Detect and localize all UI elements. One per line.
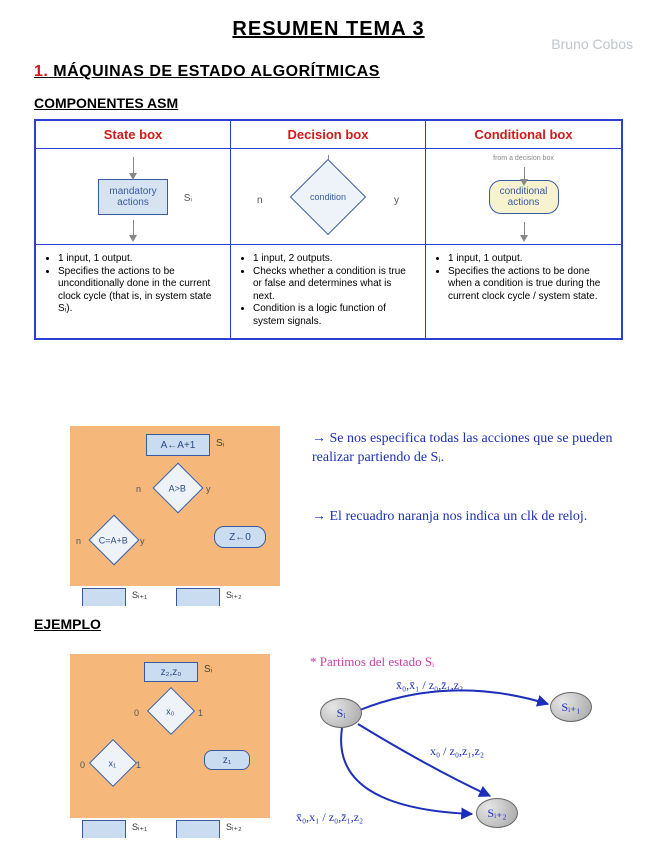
conditional-desc: 1 input, 1 output. Specifies the actions…	[426, 245, 621, 338]
decision-box-diagram: condition n y	[231, 149, 426, 245]
edge-label-1: x̄₀,x̄₁ / z₀,z̄₁,z₂	[396, 678, 463, 693]
ex-x1: x₁	[89, 739, 137, 787]
components-subheader: COMPONENTES ASM	[34, 95, 657, 111]
asm-d2-y: y	[140, 536, 145, 546]
note-1: → Se nos especifica todas las acciones q…	[312, 430, 622, 468]
state-box-s-label: Sᵢ	[184, 193, 192, 204]
ex-target-2-lbl: Sᵢ₊₂	[226, 822, 242, 833]
asm-d1: A>B	[153, 463, 204, 514]
asm-components-table: State box Decision box Conditional box m…	[34, 119, 623, 340]
ejemplo-header: EJEMPLO	[34, 616, 101, 632]
ex-top-s: Sᵢ	[204, 664, 212, 675]
node-si1: Sᵢ₊₁	[550, 692, 592, 722]
asm-top-box: A←A+1	[146, 434, 210, 456]
node-si: Sᵢ	[320, 698, 362, 728]
ex-top: z₂,z₀	[144, 662, 198, 682]
conditional-box-diagram: from a decision box conditional actions	[426, 149, 621, 245]
conditional-note: from a decision box	[493, 155, 554, 162]
decision-desc: 1 input, 2 outputs. Checks whether a con…	[231, 245, 426, 338]
section-title: MÁQUINAS DE ESTADO ALGORÍTMICAS	[53, 63, 380, 80]
ex-x1-0: 0	[80, 760, 85, 770]
table-header-decision: Decision box	[231, 121, 426, 149]
asm-target-2	[176, 588, 220, 606]
table-header-state: State box	[36, 121, 231, 149]
ex-x0-1: 1	[198, 708, 203, 718]
state-graph: Sᵢ Sᵢ₊₁ Sᵢ₊₂ x̄₀,x̄₁ / z₀,z̄₁,z₂ x₀ / z₀…	[300, 678, 640, 848]
asm-block-diagram: A←A+1 Sᵢ A>B n y C=A+B n y Z←0	[70, 426, 280, 586]
asm-target-2-lbl: Sᵢ₊₂	[226, 590, 242, 601]
node-si2: Sᵢ₊₂	[476, 798, 518, 828]
asm-d2-n: n	[76, 536, 81, 546]
ex-z1: z₁	[204, 750, 250, 770]
section-1-header: 1. MÁQUINAS DE ESTADO ALGORÍTMICAS	[34, 63, 657, 81]
decision-n-label: n	[257, 195, 263, 206]
table-header-conditional: Conditional box	[426, 121, 621, 149]
state-box-shape: mandatory actions	[98, 179, 168, 215]
note-2: → El recuadro naranja nos indica un clk …	[312, 508, 622, 527]
edge-label-2: x₀ / z₀,z₁,z₂	[430, 744, 484, 759]
author-name: Bruno Cobos	[551, 36, 633, 52]
decision-y-label: y	[394, 195, 399, 206]
asm-top-s: Sᵢ	[216, 438, 224, 449]
ex-x0-0: 0	[134, 708, 139, 718]
asm-d1-n: n	[136, 484, 141, 494]
state-desc: 1 input, 1 output. Specifies the actions…	[36, 245, 231, 338]
edge-label-3: x̄₀,x₁ / z₀,z̄₁,z₂	[296, 810, 363, 825]
graph-caption: * Partimos del estado Sᵢ	[310, 654, 434, 670]
asm-target-1-lbl: Sᵢ₊₁	[132, 590, 147, 601]
asm-target-1	[82, 588, 126, 606]
ex-target-1	[82, 820, 126, 838]
decision-diamond: condition	[290, 158, 366, 234]
asm-z-box: Z←0	[214, 526, 266, 548]
section-number: 1.	[34, 63, 48, 80]
ex-x1-1: 1	[136, 760, 141, 770]
example-diagram: z₂,z₀ Sᵢ x₀ 0 1 x₁ 0 1 z₁	[70, 654, 270, 818]
asm-d1-y: y	[206, 484, 211, 494]
asm-d2: C=A+B	[89, 515, 140, 566]
ex-target-2	[176, 820, 220, 838]
ex-target-1-lbl: Sᵢ₊₁	[132, 822, 147, 833]
ex-x0: x₀	[147, 687, 195, 735]
state-box-diagram: mandatory actions Sᵢ	[36, 149, 231, 245]
